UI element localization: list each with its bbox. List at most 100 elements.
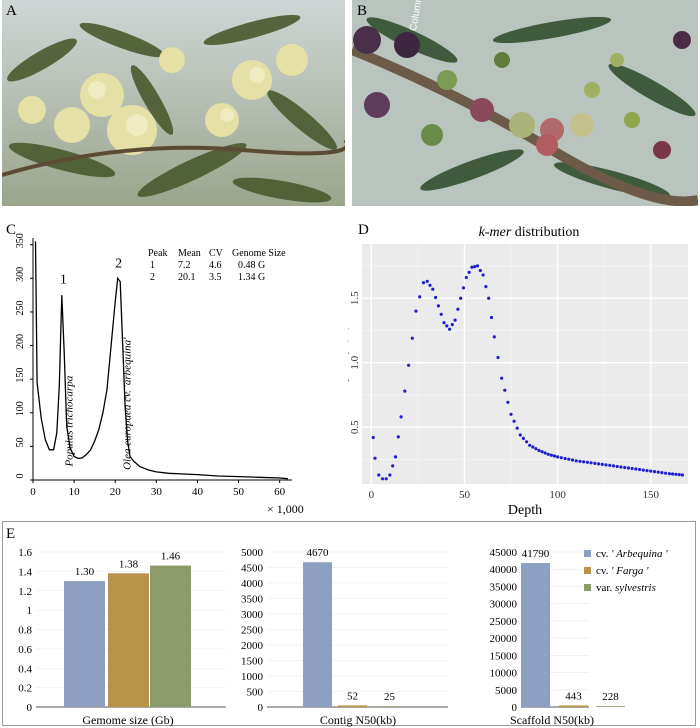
c-x-tick-label: 20 xyxy=(110,486,122,498)
c-y-tick-label: 0 xyxy=(15,474,26,479)
d-data-point xyxy=(570,458,575,462)
e-x-axis-label: Contig N50(kb) xyxy=(320,713,396,727)
d-data-point xyxy=(677,473,681,477)
e-y-tick-label: 1500 xyxy=(241,656,264,668)
d-data-point xyxy=(638,467,642,472)
d-x-tick-label: 100 xyxy=(549,489,566,501)
d-data-point xyxy=(600,462,604,466)
d-data-point xyxy=(556,455,560,459)
e-y-tick-label: 15000 xyxy=(490,650,518,662)
d-data-point xyxy=(611,464,616,468)
panel-d-label: D xyxy=(358,222,369,238)
d-data-point xyxy=(434,295,438,300)
e-y-tick-label: 0.4 xyxy=(18,663,32,675)
d-data-point xyxy=(549,453,553,457)
c-y-tick-label: 350 xyxy=(15,233,26,248)
d-data-point xyxy=(473,265,477,269)
d-data-point xyxy=(481,273,485,277)
d-data-point xyxy=(525,440,529,444)
d-data-point xyxy=(388,473,392,477)
d-data-point xyxy=(418,295,422,299)
d-data-point xyxy=(445,324,449,328)
e-y-tick-label: 500 xyxy=(247,687,264,699)
e-y-tick-label: 4500 xyxy=(241,563,264,575)
e-y-tick-label: 2000 xyxy=(241,640,264,652)
d-data-point xyxy=(540,450,544,454)
c-table-cell: 1.34 G xyxy=(238,272,265,283)
d-data-point xyxy=(453,318,457,322)
d-data-point xyxy=(521,436,525,440)
d-x-tick-label: 150 xyxy=(642,489,659,501)
c-y-tick-label: 50 xyxy=(15,437,26,447)
d-data-point xyxy=(543,451,547,455)
c-y-tick-label: 250 xyxy=(15,300,26,315)
c-x-tick-label: 30 xyxy=(151,486,163,498)
d-data-point xyxy=(436,304,440,308)
e-y-tick-label: 2500 xyxy=(241,625,264,637)
e-bar xyxy=(375,706,404,707)
d-data-point xyxy=(626,466,630,470)
e-y-tick-label: 25000 xyxy=(490,616,518,628)
panel-c-label: C xyxy=(6,222,17,238)
d-data-point xyxy=(448,327,452,331)
d-data-point xyxy=(503,388,507,392)
d-data-point xyxy=(459,296,463,300)
e-y-tick-label: 3000 xyxy=(241,609,264,621)
kmer-distribution-chart: 0 50 100 150 0.5 1.0 1.5 k-mer distribution Dept… xyxy=(348,225,688,518)
e-data-label: 1.46 xyxy=(161,551,181,563)
e-y-tick-label: 0.6 xyxy=(18,644,32,656)
d-data-point xyxy=(456,307,460,311)
d-data-point xyxy=(674,472,678,476)
d-data-point xyxy=(664,471,668,475)
c-table-cell: 1 xyxy=(150,260,155,271)
d-data-point xyxy=(630,466,634,471)
d-data-point xyxy=(567,457,571,461)
panel-e-frame xyxy=(2,521,696,726)
c-table-header: Genome Size xyxy=(232,248,286,259)
d-data-point xyxy=(439,312,443,316)
e-data-label: 52 xyxy=(347,690,358,702)
e-data-label: 4670 xyxy=(307,547,330,559)
c-table-cell: 2 xyxy=(150,272,155,283)
d-data-point xyxy=(399,415,403,419)
d-data-point xyxy=(534,447,538,451)
e-y-tick-label: 5000 xyxy=(241,547,264,559)
e-bar xyxy=(64,581,105,707)
c-table-cell: 7.2 xyxy=(178,260,191,271)
d-data-point xyxy=(496,355,500,360)
d-data-point xyxy=(574,459,578,463)
d-data-point xyxy=(593,461,597,465)
e-y-tick-label: 0 xyxy=(512,702,518,714)
olive-flowers-illustration xyxy=(2,0,345,206)
e-bar xyxy=(150,565,191,707)
d-data-point xyxy=(597,462,601,466)
d-y-tick-label: 1.5 xyxy=(349,291,361,305)
d-data-point xyxy=(425,279,429,283)
c-table-cell: 3.5 xyxy=(209,272,222,283)
d-data-point xyxy=(373,456,377,460)
d-data-point xyxy=(512,419,516,423)
e-y-tick-label: 1.2 xyxy=(18,586,32,598)
d-data-point xyxy=(475,264,480,268)
d-data-point xyxy=(371,435,375,440)
e-y-tick-label: 35000 xyxy=(490,581,518,593)
d-data-point xyxy=(407,363,411,367)
olive-fruits-illustration xyxy=(352,0,698,206)
c-peak-label: 1 xyxy=(60,272,67,287)
c-table-cell: 20.1 xyxy=(178,272,196,283)
c-annotation-populus: Populus trichocarpa xyxy=(63,375,75,467)
e-legend-swatch xyxy=(584,550,591,557)
c-y-tick-label: 300 xyxy=(15,267,26,282)
d-data-point xyxy=(645,469,649,473)
assembly-comparison-charts: 0 0.2 0.4 0.6 0.8 1 1.2 1.4 1.6 1.30 1.38 1.46 Gemom… xyxy=(18,547,668,727)
c-x-tick-label: 10 xyxy=(69,486,81,498)
d-data-point xyxy=(380,477,385,481)
e-bar xyxy=(596,706,625,707)
c-table-cell: 0.48 G xyxy=(238,260,265,271)
d-data-point xyxy=(582,460,586,464)
flow-cytometry-chart: 0 50 100 150 200 250 300 350 0 10 20 30 40 50 60 × 1,00… xyxy=(15,233,304,516)
d-data-point xyxy=(478,268,482,273)
e-y-tick-label: 1000 xyxy=(241,671,264,683)
e-legend-label: var. sylvestris xyxy=(596,582,656,594)
d-data-point xyxy=(680,473,684,477)
